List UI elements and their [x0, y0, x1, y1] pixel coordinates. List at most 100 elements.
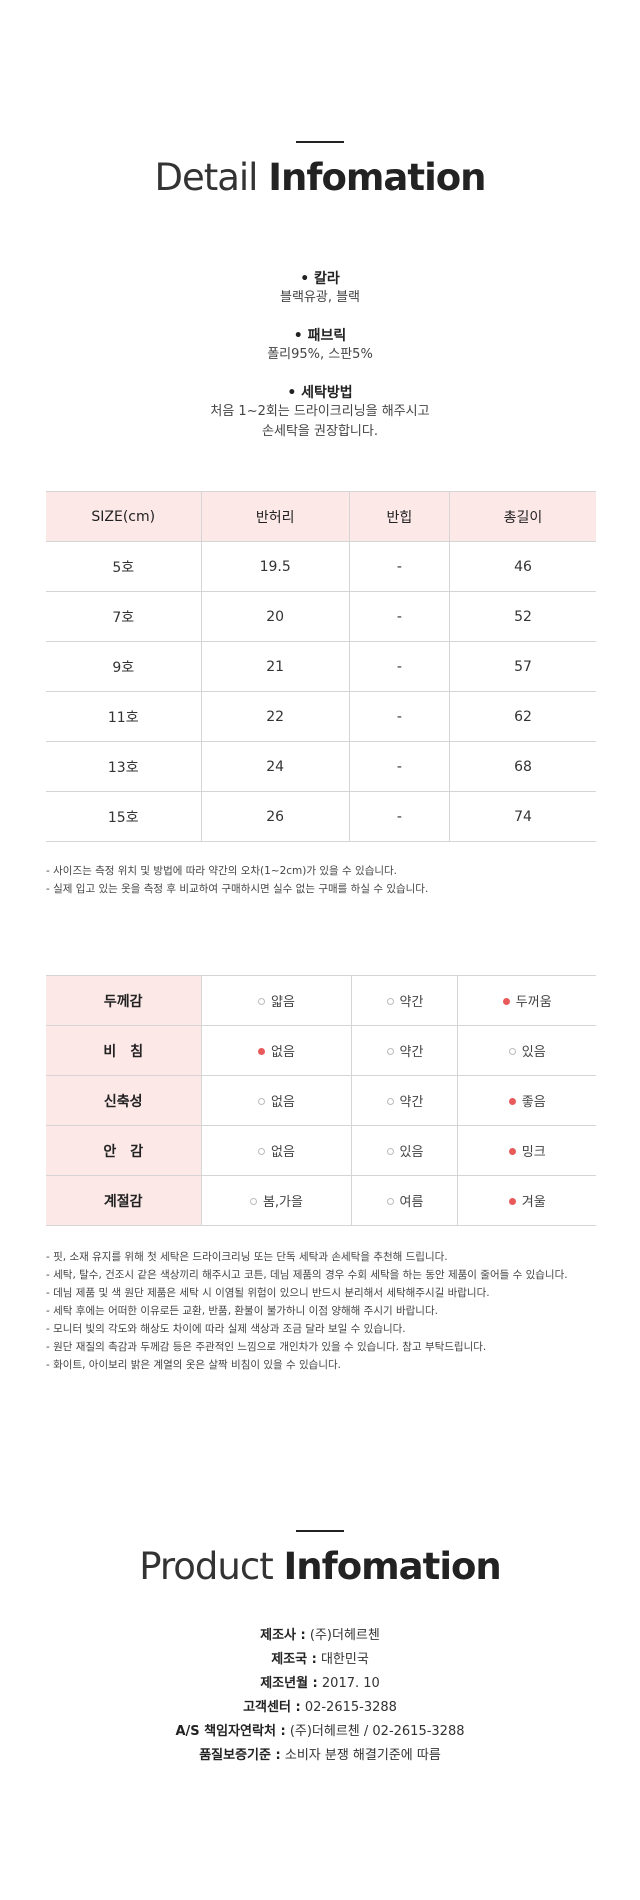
radio-dot-selected-icon [508, 1198, 516, 1205]
feel-option-selected: 없음 [200, 1025, 352, 1076]
care-note: - 세탁, 탈수, 건조시 같은 색상끼리 해주시고 코튼, 데님 제품의 경우… [46, 1269, 568, 1281]
size-table-header: SIZE(cm) 반허리 반힙 총길이 [46, 491, 596, 542]
care-notes: - 핏, 소재 유지를 위해 첫 세탁은 드라이크리닝 또는 단독 세탁과 손세… [46, 1248, 606, 1374]
radio-dot-icon [386, 1198, 394, 1205]
product-info-row: 제조사 : (주)더헤르첸 [0, 1624, 640, 1648]
fabric-feel-table: 두께감 얇음 약간 두꺼움 비 침 없음 약간 있음 신축성 없음 약간 좋음 … [46, 975, 596, 1226]
spec-color: • 칼라 블랙유광, 블랙 [0, 268, 640, 308]
hip-cell: - [348, 791, 450, 842]
feel-label: 두께감 [46, 975, 201, 1026]
radio-dot-selected-icon [502, 998, 510, 1005]
feel-label: 신축성 [46, 1075, 201, 1126]
option-label: 얇음 [271, 995, 295, 1010]
radio-dot-icon [258, 1098, 266, 1105]
product-info-value: 대한민국 [320, 1652, 369, 1667]
spec-text: 손세탁을 권장합니다. [262, 424, 378, 439]
product-info-value: (주)더헤르첸 / 02-2615-3288 [289, 1724, 465, 1739]
product-info-label: 품질보증기준 : [199, 1748, 281, 1763]
feel-option-selected: 겨울 [457, 1175, 596, 1226]
feel-option: 약간 [351, 975, 458, 1026]
hip-cell: - [348, 541, 450, 592]
option-label: 약간 [399, 1095, 424, 1110]
spec-title: • 패브릭 [293, 328, 347, 344]
product-info-row: A/S 책임자연락처 : (주)더헤르첸 / 02-2615-3288 [0, 1720, 640, 1744]
feel-option-selected: 밍크 [457, 1125, 596, 1176]
waist-cell: 26 [200, 791, 350, 842]
hip-cell: - [348, 641, 450, 692]
length-cell: 62 [449, 691, 596, 742]
feel-row-stretch: 신축성 없음 약간 좋음 [46, 1075, 596, 1126]
option-label: 있음 [399, 1145, 424, 1160]
care-note: - 원단 재질의 촉감과 두께감 등은 주관적인 느낌으로 개인차가 있을 수 … [46, 1341, 487, 1353]
detail-title-rule [296, 141, 344, 143]
waist-cell: 19.5 [200, 541, 350, 592]
product-info-label: 제조사 : [260, 1628, 306, 1643]
waist-cell: 22 [200, 691, 350, 742]
product-title-bold: Infomation [283, 1545, 501, 1588]
feel-label: 계절감 [46, 1175, 201, 1226]
detail-title-bold: Infomation [268, 156, 486, 199]
spec-text: 폴리95%, 스판5% [267, 347, 373, 362]
table-row: 5호 19.5 - 46 [46, 541, 596, 592]
table-row: 9호 21 - 57 [46, 641, 596, 692]
size-header-length: 총길이 [449, 491, 596, 542]
radio-dot-icon [508, 1048, 516, 1055]
spec-text: 블랙유광, 블랙 [279, 290, 361, 305]
feel-row-thickness: 두께감 얇음 약간 두꺼움 [46, 975, 596, 1026]
hip-cell: - [348, 591, 450, 642]
table-row: 15호 26 - 74 [46, 791, 596, 842]
size-header-waist: 반허리 [200, 491, 350, 542]
product-info-list: 제조사 : (주)더헤르첸 제조국 : 대한민국 제조년월 : 2017. 10… [0, 1624, 640, 1768]
length-cell: 68 [449, 741, 596, 792]
option-label: 약간 [399, 1045, 424, 1060]
feel-label: 비 침 [46, 1025, 201, 1076]
spec-title: • 칼라 [300, 271, 340, 287]
size-header-size: SIZE(cm) [46, 491, 201, 542]
product-info-label: 고객센터 : [243, 1700, 301, 1715]
product-info-row: 품질보증기준 : 소비자 분쟁 해결기준에 따름 [0, 1744, 640, 1768]
feel-option: 약간 [351, 1025, 458, 1076]
option-label: 밍크 [521, 1145, 546, 1160]
product-info-label: 제조국 : [271, 1652, 317, 1667]
radio-dot-selected-icon [508, 1148, 516, 1155]
product-title-light: Product [139, 1545, 273, 1588]
radio-dot-icon [386, 1048, 394, 1055]
radio-dot-icon [258, 998, 266, 1005]
spec-washing: • 세탁방법 처음 1~2회는 드라이크리닝을 해주시고 손세탁을 권장합니다. [0, 382, 640, 442]
size-note: - 실제 입고 있는 옷을 측정 후 비교하여 구매하시면 실수 없는 구매를 … [46, 883, 429, 895]
feel-option: 없음 [200, 1075, 352, 1126]
option-label: 여름 [399, 1195, 424, 1210]
detail-title-light: Detail [154, 156, 258, 199]
radio-dot-selected-icon [258, 1048, 266, 1055]
care-note: - 데님 제품 및 색 원단 제품은 세탁 시 이염될 위험이 있으니 반드시 … [46, 1287, 490, 1299]
radio-dot-icon [386, 1098, 394, 1105]
product-info-row: 제조국 : 대한민국 [0, 1648, 640, 1672]
product-title: Product Infomation [0, 1545, 640, 1588]
size-cell: 9호 [46, 641, 201, 692]
option-label: 없음 [271, 1095, 295, 1110]
table-row: 7호 20 - 52 [46, 591, 596, 642]
option-label: 없음 [271, 1045, 295, 1060]
care-note: - 모니터 빛의 각도와 해상도 차이에 따라 실제 색상과 조금 달라 보일 … [46, 1323, 406, 1335]
spec-title: • 세탁방법 [287, 385, 353, 401]
size-note: - 사이즈는 측정 위치 및 방법에 따라 약간의 오차(1~2cm)가 있을 … [46, 865, 398, 877]
length-cell: 52 [449, 591, 596, 642]
waist-cell: 21 [200, 641, 350, 692]
feel-row-season: 계절감 봄,가을 여름 겨울 [46, 1175, 596, 1226]
product-info-row: 제조년월 : 2017. 10 [0, 1672, 640, 1696]
feel-option-selected: 두꺼움 [457, 975, 596, 1026]
product-title-rule [296, 1530, 344, 1532]
hip-cell: - [348, 691, 450, 742]
feel-option: 얇음 [200, 975, 352, 1026]
size-notes: - 사이즈는 측정 위치 및 방법에 따라 약간의 오차(1~2cm)가 있을 … [46, 862, 606, 898]
care-note: - 화이트, 아이보리 밝은 계열의 옷은 살짝 비침이 있을 수 있습니다. [46, 1359, 341, 1371]
radio-dot-icon [258, 1148, 266, 1155]
feel-row-sheerness: 비 침 없음 약간 있음 [46, 1025, 596, 1076]
product-info-value: (주)더헤르첸 [309, 1628, 380, 1643]
size-header-hip: 반힙 [348, 491, 450, 542]
spec-text: 처음 1~2회는 드라이크리닝을 해주시고 [210, 404, 430, 419]
feel-option: 있음 [351, 1125, 458, 1176]
option-label: 두꺼움 [515, 995, 552, 1010]
size-cell: 13호 [46, 741, 201, 792]
hip-cell: - [348, 741, 450, 792]
